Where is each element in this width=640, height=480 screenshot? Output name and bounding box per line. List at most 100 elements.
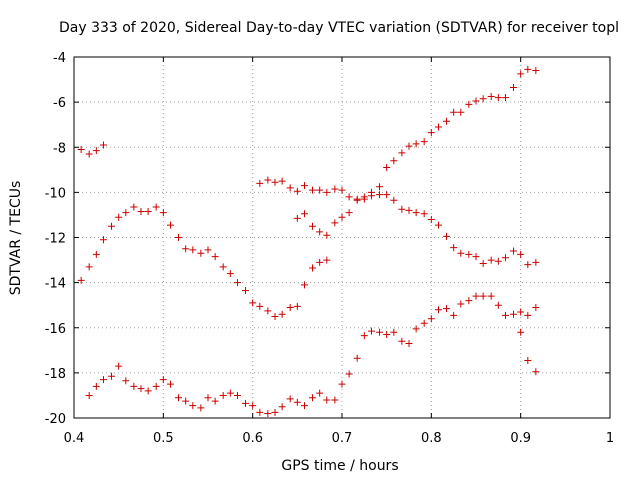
data-point [278, 310, 286, 318]
x-tick-label: 0.8 [421, 431, 442, 446]
data-point [300, 210, 308, 218]
data-point [517, 70, 525, 78]
data-point [412, 325, 420, 333]
y-tick-label: -8 [53, 141, 66, 156]
data-point [256, 302, 264, 310]
x-tick-label: 0.9 [510, 431, 531, 446]
data-point [494, 301, 502, 309]
data-point [323, 231, 331, 239]
data-point [293, 187, 301, 195]
data-point [293, 398, 301, 406]
data-point [115, 213, 123, 221]
data-point [383, 164, 391, 172]
x-tick-label: 0.5 [153, 431, 174, 446]
data-point [472, 97, 480, 105]
data-point [494, 94, 502, 102]
data-point [152, 203, 160, 211]
data-point [524, 261, 532, 269]
data-point [390, 328, 398, 336]
data-point [345, 370, 353, 378]
y-tick-labels: -20 -18 -16 -14 -12 -10 -8 -6 -4 [45, 51, 66, 427]
data-point [211, 397, 219, 405]
data-point [189, 246, 197, 254]
data-point [501, 94, 509, 102]
data-point [412, 209, 420, 217]
data-point [130, 382, 138, 390]
data-point [309, 394, 317, 402]
data-point [465, 297, 473, 305]
data-point [197, 249, 205, 257]
x-axis-label: GPS time / hours [281, 458, 398, 474]
data-point [182, 245, 190, 253]
data-point [479, 292, 487, 300]
data-point [316, 186, 324, 194]
data-point [420, 319, 428, 327]
data-point [293, 302, 301, 310]
data-point [166, 221, 174, 229]
data-point [85, 263, 93, 271]
data-point [92, 147, 100, 155]
data-point [182, 397, 190, 405]
data-point [390, 196, 398, 204]
data-point [99, 376, 107, 384]
data-point [398, 205, 406, 213]
data-point [353, 195, 361, 203]
data-point [524, 356, 532, 364]
data-point [316, 389, 324, 397]
data-point [420, 138, 428, 146]
data-point [300, 402, 308, 410]
data-point [316, 228, 324, 236]
data-point [204, 246, 212, 254]
data-point [427, 129, 435, 137]
data-point [249, 299, 257, 307]
data-point [99, 141, 107, 149]
data-point [256, 179, 264, 187]
data-point [226, 270, 234, 278]
data-point [271, 312, 279, 320]
data-point [443, 305, 451, 313]
data-point [383, 331, 391, 339]
y-tick-label: -10 [45, 186, 66, 201]
data-point [256, 408, 264, 416]
data-point [226, 389, 234, 397]
data-point [130, 203, 138, 211]
data-point [77, 276, 85, 284]
y-axis-label: SDTVAR / TECUs [8, 181, 24, 296]
data-point [457, 300, 465, 308]
chart-title: Day 333 of 2020, Sidereal Day-to-day VTE… [59, 20, 619, 36]
x-tick-label: 0.7 [332, 431, 353, 446]
data-point [501, 254, 509, 262]
data-point [501, 311, 509, 319]
data-point [331, 219, 339, 227]
data-point [376, 191, 384, 199]
data-point [219, 263, 227, 271]
data-point [434, 123, 442, 131]
data-point [278, 177, 286, 185]
data-point [443, 232, 451, 240]
data-point [204, 394, 212, 402]
data-point [360, 332, 368, 340]
data-point [219, 391, 227, 399]
data-point [108, 222, 116, 230]
data-point [487, 292, 495, 300]
data-point [398, 149, 406, 157]
data-point [137, 208, 145, 216]
data-point [233, 279, 241, 287]
data-point [175, 234, 183, 241]
data-point [434, 221, 442, 229]
data-point [316, 258, 324, 266]
data-point [92, 382, 100, 390]
data-point [427, 315, 435, 323]
data-point [286, 303, 294, 311]
data-point [211, 253, 219, 261]
data-point [434, 306, 442, 314]
y-tick-label: -16 [45, 322, 66, 337]
data-point [345, 193, 353, 201]
data-point [99, 236, 107, 244]
data-point [398, 337, 406, 345]
data-point [420, 210, 428, 218]
y-tick-label: -18 [45, 367, 66, 382]
data-point [293, 214, 301, 222]
data-point [487, 256, 495, 264]
